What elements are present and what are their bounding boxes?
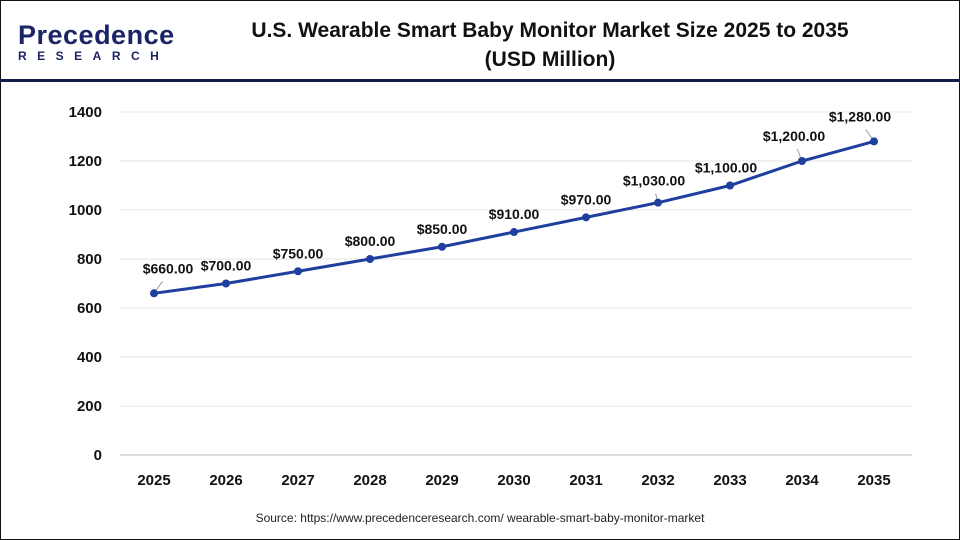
x-tick-label: 2029 bbox=[425, 472, 458, 489]
logo-line1: Precedence bbox=[18, 20, 175, 50]
data-label: $850.00 bbox=[417, 221, 468, 237]
data-label: $700.00 bbox=[201, 258, 252, 274]
data-point bbox=[654, 198, 662, 207]
x-tick-label: 2030 bbox=[497, 472, 530, 489]
data-point bbox=[222, 279, 230, 288]
data-label: $1,100.00 bbox=[695, 160, 757, 176]
y-tick-label: 1200 bbox=[69, 153, 102, 170]
data-label: $970.00 bbox=[561, 191, 612, 207]
y-tick-label: 800 bbox=[77, 251, 102, 268]
data-label: $1,280.00 bbox=[829, 108, 891, 124]
x-tick-label: 2034 bbox=[785, 472, 819, 489]
x-tick-label: 2025 bbox=[137, 472, 170, 489]
y-tick-label: 1400 bbox=[69, 104, 102, 121]
data-label: $1,200.00 bbox=[763, 128, 825, 144]
chart-title: U.S. Wearable Smart Baby Monitor Market … bbox=[190, 16, 910, 74]
x-tick-label: 2031 bbox=[569, 472, 602, 489]
x-tick-label: 2032 bbox=[641, 472, 674, 489]
data-label: $750.00 bbox=[273, 245, 324, 261]
source-note: Source: https://www.precedenceresearch.c… bbox=[255, 511, 705, 525]
y-tick-label: 200 bbox=[77, 398, 102, 415]
chart-subtitle: (USD Million) bbox=[484, 48, 616, 71]
data-point bbox=[726, 181, 734, 190]
data-label: $660.00 bbox=[143, 260, 194, 276]
x-tick-label: 2028 bbox=[353, 472, 386, 489]
chart-title-main: U.S. Wearable Smart Baby Monitor Market … bbox=[251, 19, 849, 42]
x-tick-label: 2026 bbox=[209, 472, 242, 489]
data-point bbox=[582, 213, 590, 222]
header-divider bbox=[0, 79, 960, 82]
data-point bbox=[294, 267, 302, 276]
data-label: $910.00 bbox=[489, 206, 540, 222]
data-point bbox=[150, 289, 158, 298]
y-tick-label: 1000 bbox=[69, 202, 102, 219]
data-point bbox=[798, 157, 806, 165]
x-tick-label: 2033 bbox=[713, 472, 746, 489]
data-label: $1,030.00 bbox=[623, 173, 685, 189]
data-point bbox=[510, 228, 518, 237]
data-point bbox=[438, 242, 446, 251]
y-tick-label: 600 bbox=[77, 300, 102, 317]
data-point bbox=[366, 255, 374, 263]
logo-line2: RESEARCH bbox=[18, 49, 170, 63]
data-label: $800.00 bbox=[345, 233, 396, 249]
x-tick-label: 2027 bbox=[281, 472, 314, 489]
precedence-research-logo: Precedence RESEARCH bbox=[18, 20, 175, 64]
data-point bbox=[870, 137, 878, 146]
y-tick-label: 400 bbox=[77, 349, 102, 366]
y-tick-label: 0 bbox=[94, 447, 102, 464]
x-tick-label: 2035 bbox=[857, 472, 890, 489]
